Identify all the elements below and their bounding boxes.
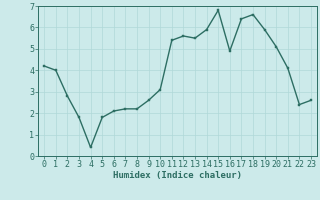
X-axis label: Humidex (Indice chaleur): Humidex (Indice chaleur) [113, 171, 242, 180]
